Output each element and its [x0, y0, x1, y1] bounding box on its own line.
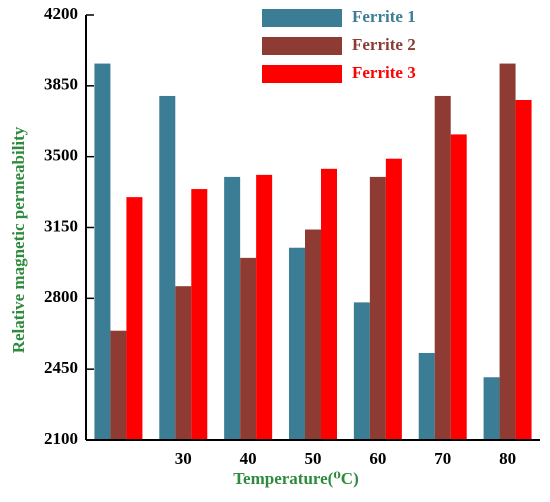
bar	[224, 176, 241, 440]
legend-label: Ferrite 1	[352, 7, 416, 26]
bar	[483, 377, 500, 440]
x-tick-label: 80	[499, 449, 516, 468]
y-tick-label: 2450	[44, 358, 78, 377]
bar	[353, 302, 370, 440]
bar	[434, 95, 451, 440]
bar	[450, 134, 467, 440]
legend-label: Ferrite 3	[352, 63, 416, 82]
bar	[126, 197, 143, 440]
bar	[369, 176, 386, 440]
bar	[175, 286, 192, 440]
bar	[240, 257, 257, 440]
y-tick-label: 4200	[44, 4, 78, 23]
x-tick-label: 30	[175, 449, 192, 468]
y-tick-label: 3150	[44, 216, 78, 235]
y-tick-label: 3850	[44, 75, 78, 94]
bar	[321, 168, 337, 441]
bar	[256, 174, 273, 440]
bar	[418, 352, 435, 440]
bar	[305, 229, 321, 440]
legend-swatch	[262, 65, 342, 83]
bar	[515, 100, 532, 440]
legend-swatch	[262, 9, 342, 27]
x-tick-label: 70	[434, 449, 451, 468]
y-axis-label: Relative magnetic permeability	[9, 126, 28, 353]
y-tick-label: 2800	[44, 287, 78, 306]
bar	[94, 63, 111, 440]
bar	[289, 247, 305, 440]
bar	[159, 95, 176, 440]
bar	[499, 63, 516, 440]
x-tick-label: 50	[305, 449, 322, 468]
bar	[191, 189, 208, 440]
bar	[110, 330, 127, 440]
y-tick-label: 2100	[44, 429, 78, 448]
bar	[385, 158, 402, 440]
y-tick-label: 3500	[44, 146, 78, 165]
x-tick-label: 40	[240, 449, 257, 468]
legend-swatch	[262, 37, 342, 55]
legend-label: Ferrite 2	[352, 35, 416, 54]
x-tick-label: 60	[369, 449, 386, 468]
x-axis-label: Temperature(⁰C)	[233, 469, 358, 488]
